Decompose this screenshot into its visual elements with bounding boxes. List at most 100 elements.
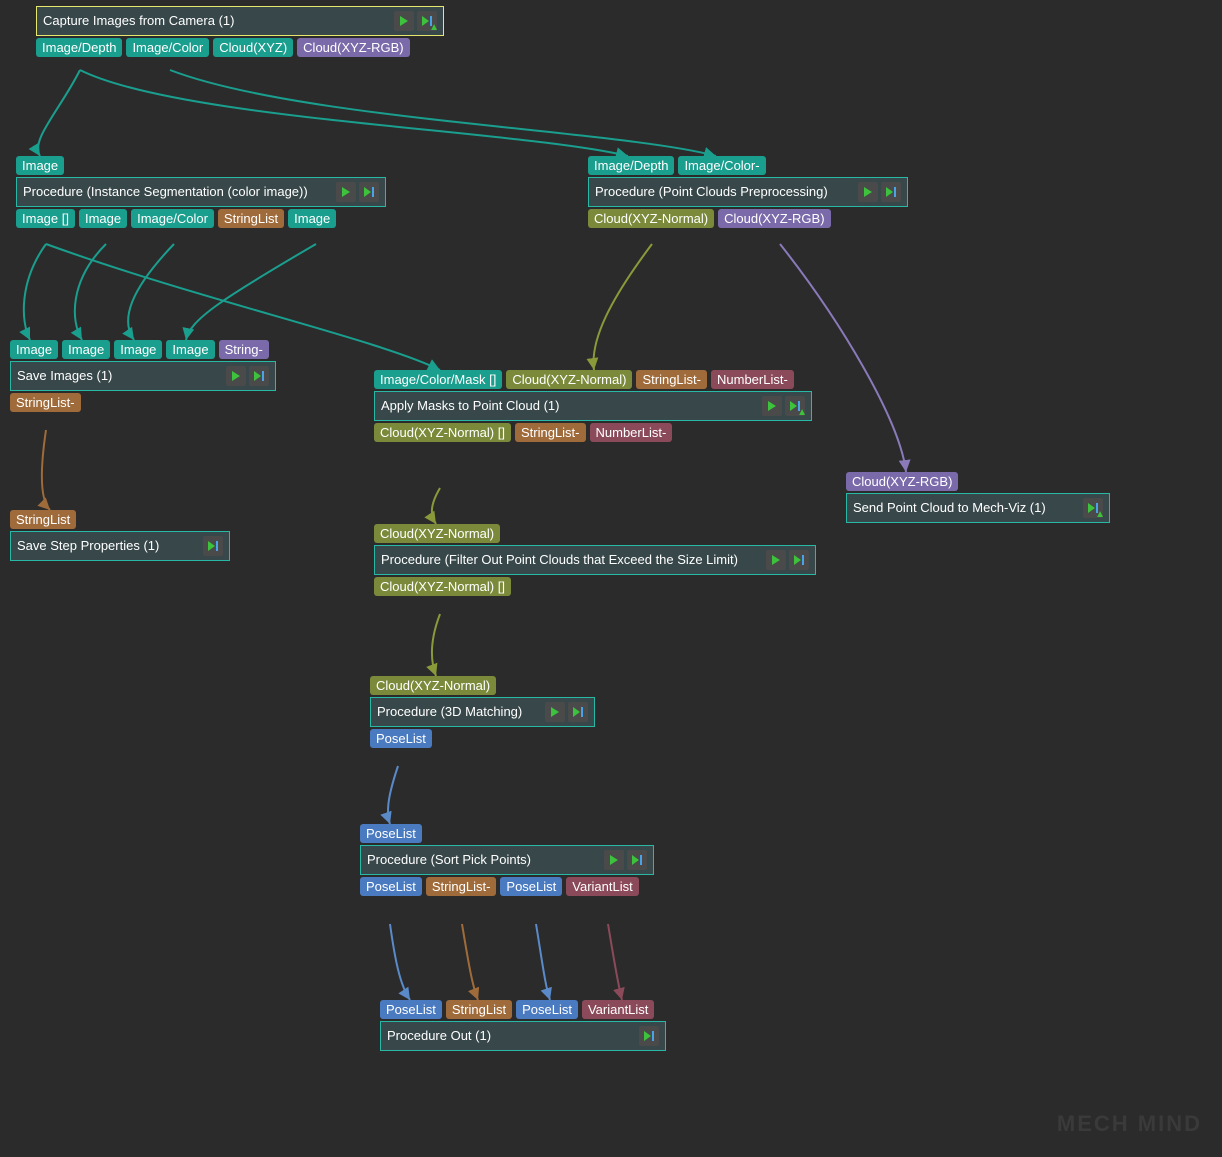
node-savestep[interactable]: StringList Save Step Properties (1)	[10, 510, 230, 561]
output-port[interactable]: Image/Color	[131, 209, 214, 228]
output-port[interactable]: Cloud(XYZ-Normal) []	[374, 577, 511, 596]
node-buttons	[203, 536, 223, 556]
input-ports: Image/Color/Mask []Cloud(XYZ-Normal)Stri…	[374, 370, 812, 389]
node-body[interactable]: Save Step Properties (1)	[10, 531, 230, 561]
node-body[interactable]: Procedure (3D Matching)	[370, 697, 595, 727]
output-port[interactable]: Image []	[16, 209, 75, 228]
play-button[interactable]	[604, 850, 624, 870]
input-port[interactable]: Image	[62, 340, 110, 359]
step-button[interactable]	[203, 536, 223, 556]
play-button[interactable]	[545, 702, 565, 722]
node-title: Procedure (3D Matching)	[377, 702, 522, 721]
step-button[interactable]	[639, 1026, 659, 1046]
output-port[interactable]: Image/Depth	[36, 38, 122, 57]
input-ports: Cloud(XYZ-Normal)	[370, 676, 595, 695]
input-port[interactable]: String-	[219, 340, 269, 359]
input-port[interactable]: StringList	[10, 510, 76, 529]
input-port[interactable]: Cloud(XYZ-Normal)	[374, 524, 500, 543]
input-ports: Cloud(XYZ-RGB)	[846, 472, 1110, 491]
node-title: Apply Masks to Point Cloud (1)	[381, 396, 559, 415]
output-port[interactable]: Cloud(XYZ-Normal) []	[374, 423, 511, 442]
step-button[interactable]	[627, 850, 647, 870]
play-button[interactable]	[226, 366, 246, 386]
input-port[interactable]: PoseList	[360, 824, 422, 843]
node-saveimg[interactable]: ImageImageImageImageString-Save Images (…	[10, 340, 276, 412]
node-body[interactable]: Apply Masks to Point Cloud (1)▲	[374, 391, 812, 421]
node-body[interactable]: Procedure Out (1)	[380, 1021, 666, 1051]
node-seg[interactable]: Image Procedure (Instance Segmentation (c…	[16, 156, 386, 228]
node-title: Procedure (Sort Pick Points)	[367, 850, 531, 869]
node-body[interactable]: Send Point Cloud to Mech-Viz (1)▲	[846, 493, 1110, 523]
input-port[interactable]: Cloud(XYZ-RGB)	[846, 472, 958, 491]
output-port[interactable]: StringList-	[10, 393, 81, 412]
node-title: Send Point Cloud to Mech-Viz (1)	[853, 498, 1046, 517]
output-port[interactable]: PoseList	[370, 729, 432, 748]
output-port[interactable]: Cloud(XYZ-RGB)	[718, 209, 830, 228]
play-button[interactable]	[762, 396, 782, 416]
output-port[interactable]: StringList-	[515, 423, 586, 442]
input-port[interactable]: Image/Color/Mask []	[374, 370, 502, 389]
play-button[interactable]	[394, 11, 414, 31]
output-port[interactable]: StringList-	[426, 877, 497, 896]
corner-icon: ▲	[429, 22, 439, 33]
node-match3d[interactable]: Cloud(XYZ-Normal) Procedure (3D Matching)…	[370, 676, 595, 748]
input-port[interactable]: NumberList-	[711, 370, 794, 389]
input-ports: PoseListStringListPoseListVariantList	[380, 1000, 666, 1019]
play-button[interactable]	[766, 550, 786, 570]
input-port[interactable]: Image/Depth	[588, 156, 674, 175]
node-applymask[interactable]: Image/Color/Mask []Cloud(XYZ-Normal)Stri…	[374, 370, 812, 442]
step-button[interactable]	[789, 550, 809, 570]
node-buttons	[545, 702, 588, 722]
node-procout[interactable]: PoseListStringListPoseListVariantListPro…	[380, 1000, 666, 1051]
input-port[interactable]: StringList-	[636, 370, 707, 389]
step-button[interactable]	[881, 182, 901, 202]
node-body[interactable]: Procedure (Sort Pick Points)	[360, 845, 654, 875]
node-capture[interactable]: Capture Images from Camera (1)▲ Image/Dep…	[36, 6, 444, 57]
input-port[interactable]: VariantList	[582, 1000, 654, 1019]
node-pcpre[interactable]: Image/DepthImage/Color- Procedure (Point …	[588, 156, 908, 228]
play-button[interactable]	[336, 182, 356, 202]
play-button[interactable]	[858, 182, 878, 202]
output-port[interactable]: PoseList	[500, 877, 562, 896]
output-port[interactable]: NumberList-	[590, 423, 673, 442]
node-body[interactable]: Procedure (Point Clouds Preprocessing)	[588, 177, 908, 207]
output-ports: Cloud(XYZ-Normal) []StringList-NumberLis…	[374, 423, 812, 442]
node-buttons	[336, 182, 379, 202]
node-sendviz[interactable]: Cloud(XYZ-RGB) Send Point Cloud to Mech-V…	[846, 472, 1110, 523]
node-buttons	[858, 182, 901, 202]
output-port[interactable]: Image	[288, 209, 336, 228]
input-port[interactable]: Cloud(XYZ-Normal)	[506, 370, 632, 389]
output-port[interactable]: Cloud(XYZ-RGB)	[297, 38, 409, 57]
node-buttons	[766, 550, 809, 570]
output-port[interactable]: Cloud(XYZ-Normal)	[588, 209, 714, 228]
input-port[interactable]: Image/Color-	[678, 156, 765, 175]
output-port[interactable]: Image/Color	[126, 38, 209, 57]
output-port[interactable]: Cloud(XYZ)	[213, 38, 293, 57]
step-button[interactable]	[359, 182, 379, 202]
input-port[interactable]: PoseList	[380, 1000, 442, 1019]
output-port[interactable]: StringList	[218, 209, 284, 228]
output-port[interactable]: PoseList	[360, 877, 422, 896]
output-port[interactable]: VariantList	[566, 877, 638, 896]
input-port[interactable]: Image	[114, 340, 162, 359]
input-port[interactable]: Image	[16, 156, 64, 175]
node-filter[interactable]: Cloud(XYZ-Normal) Procedure (Filter Out P…	[374, 524, 816, 596]
input-port[interactable]: StringList	[446, 1000, 512, 1019]
step-button[interactable]	[249, 366, 269, 386]
node-sortpick[interactable]: PoseList Procedure (Sort Pick Points) Pose…	[360, 824, 654, 896]
node-body[interactable]: Capture Images from Camera (1)▲	[36, 6, 444, 36]
node-body[interactable]: Procedure (Instance Segmentation (color …	[16, 177, 386, 207]
step-button[interactable]	[568, 702, 588, 722]
output-ports: Cloud(XYZ-Normal) []	[374, 577, 816, 596]
node-title: Procedure (Instance Segmentation (color …	[23, 182, 308, 201]
node-body[interactable]: Save Images (1)	[10, 361, 276, 391]
input-port[interactable]: PoseList	[516, 1000, 578, 1019]
node-title: Save Step Properties (1)	[17, 536, 159, 555]
input-port[interactable]: Image	[10, 340, 58, 359]
node-buttons	[639, 1026, 659, 1046]
input-port[interactable]: Cloud(XYZ-Normal)	[370, 676, 496, 695]
input-port[interactable]: Image	[166, 340, 214, 359]
output-port[interactable]: Image	[79, 209, 127, 228]
node-body[interactable]: Procedure (Filter Out Point Clouds that …	[374, 545, 816, 575]
input-ports: Image	[16, 156, 386, 175]
